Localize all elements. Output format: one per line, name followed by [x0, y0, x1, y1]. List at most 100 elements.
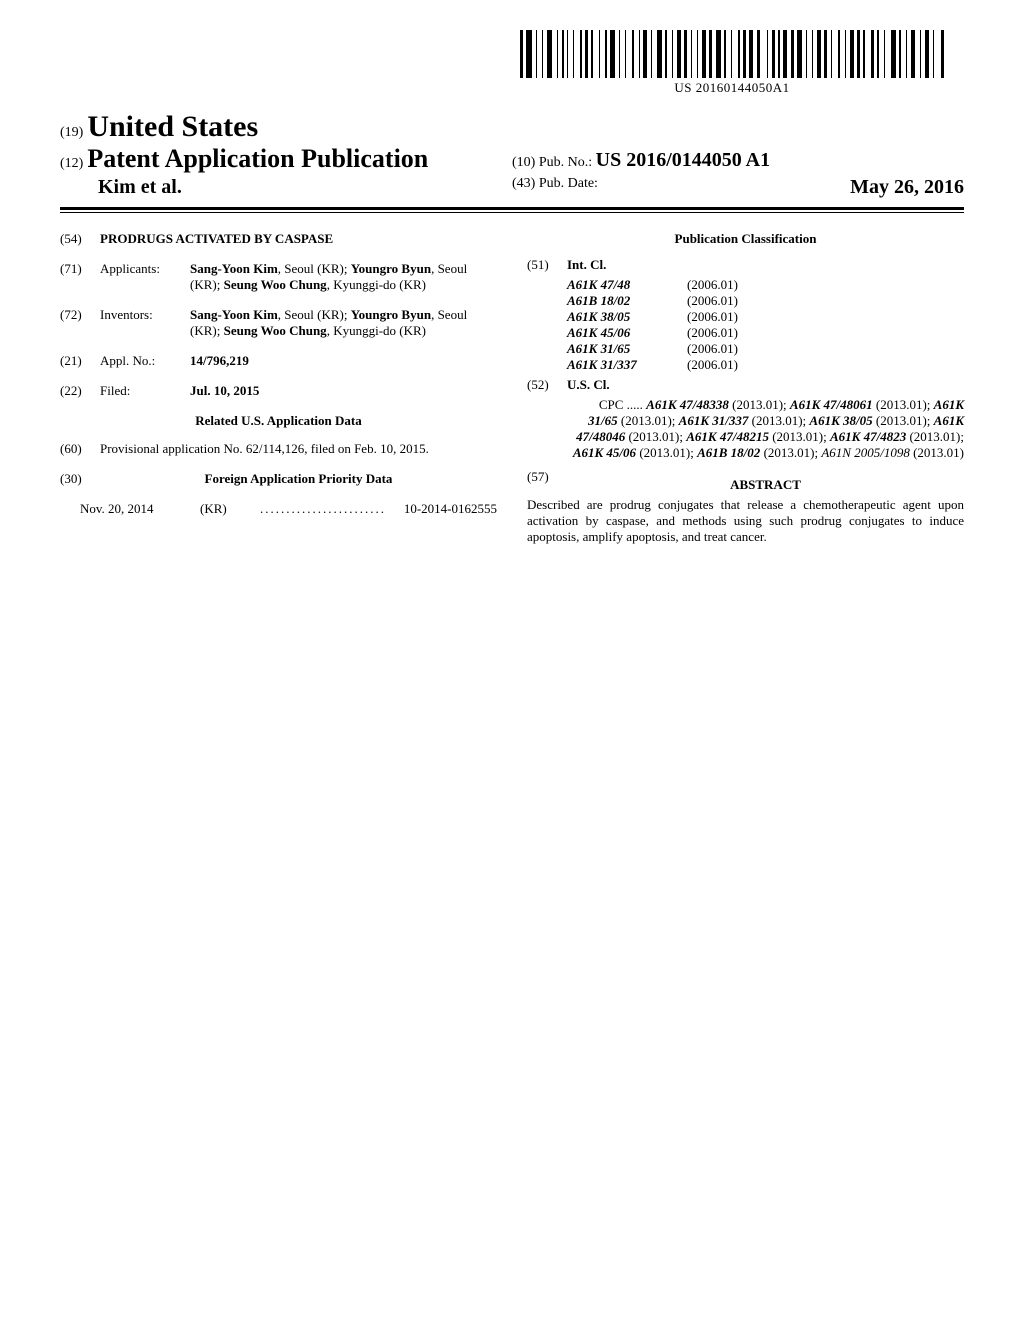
pub-no-line: (10) Pub. No.: US 2016/0144050 A1 — [512, 149, 964, 172]
pub-classification-heading: Publication Classification — [527, 231, 964, 247]
intcl-year: (2006.01) — [687, 341, 738, 357]
intcl-year: (2006.01) — [687, 293, 738, 309]
field-10-prefix: (10) — [512, 155, 535, 170]
cpc-code: A61B 18/02 — [697, 445, 760, 460]
field-71: (71) Applicants: Sang-Yoon Kim, Seoul (K… — [60, 261, 497, 293]
country-name: United States — [87, 110, 258, 143]
intcl-year: (2006.01) — [687, 277, 738, 293]
field-22-label: Filed: — [100, 383, 190, 399]
provisional-text: Provisional application No. 62/114,126, … — [100, 441, 497, 457]
cpc-code: A61K 31/337 — [679, 413, 749, 428]
field-71-label: Applicants: — [100, 261, 190, 293]
inventors-list: Sang-Yoon Kim, Seoul (KR); Youngro Byun,… — [190, 307, 497, 339]
foreign-dots: ........................ — [260, 501, 404, 517]
abstract-text: Described are prodrug conjugates that re… — [527, 497, 964, 545]
pub-date-label: Pub. Date: — [539, 176, 598, 191]
intcl-code: A61B 18/02 — [567, 293, 687, 309]
field-51: (51) Int. Cl. — [527, 257, 964, 273]
cpc-year: (2013.01); — [760, 445, 821, 460]
pub-type: Patent Application Publication — [87, 144, 428, 173]
field-72-label: Inventors: — [100, 307, 190, 339]
intcl-list: A61K 47/48(2006.01)A61B 18/02(2006.01)A6… — [567, 277, 964, 373]
header: (19) United States (12) Patent Applicati… — [60, 110, 964, 199]
cpc-code: A61K 47/48061 — [790, 397, 873, 412]
field-30: (30) Foreign Application Priority Data — [60, 471, 497, 487]
intcl-code: A61K 38/05 — [567, 309, 687, 325]
pub-no-value: US 2016/0144050 A1 — [596, 149, 770, 171]
field-43-prefix: (43) — [512, 176, 535, 191]
field-60: (60) Provisional application No. 62/114,… — [60, 441, 497, 457]
applicants-list: Sang-Yoon Kim, Seoul (KR); Youngro Byun,… — [190, 261, 497, 293]
intcl-year: (2006.01) — [687, 325, 738, 341]
cpc-code: A61K 47/4823 — [830, 429, 906, 444]
field-51-label: Int. Cl. — [567, 257, 606, 273]
cpc-code: A61K 47/48215 — [686, 429, 769, 444]
field-21: (21) Appl. No.: 14/796,219 — [60, 353, 497, 369]
cpc-year: (2013.01); — [636, 445, 697, 460]
header-left: (19) United States (12) Patent Applicati… — [60, 110, 512, 199]
cpc-year: (2013.01); — [618, 413, 679, 428]
field-54: (54) PRODRUGS ACTIVATED BY CASPASE — [60, 231, 497, 247]
appl-no: 14/796,219 — [190, 353, 497, 369]
foreign-country: (KR) — [200, 501, 260, 517]
field-19-prefix: (19) — [60, 125, 83, 140]
foreign-heading: Foreign Application Priority Data — [100, 471, 497, 487]
person-name: Sang-Yoon Kim — [190, 261, 278, 276]
cpc-code: A61K 45/06 — [573, 445, 636, 460]
cpc-year: (2013.01); — [873, 413, 934, 428]
field-72: (72) Inventors: Sang-Yoon Kim, Seoul (KR… — [60, 307, 497, 339]
person-name: Sang-Yoon Kim — [190, 307, 278, 322]
field-72-num: (72) — [60, 307, 100, 339]
invention-title: PRODRUGS ACTIVATED BY CASPASE — [100, 231, 333, 247]
field-57: (57) ABSTRACT — [527, 469, 964, 497]
cpc-year: (2013.01); — [769, 429, 830, 444]
related-us-heading: Related U.S. Application Data — [60, 413, 497, 429]
field-21-label: Appl. No.: — [100, 353, 190, 369]
person-name: Seung Woo Chung — [224, 277, 327, 292]
body-columns: (54) PRODRUGS ACTIVATED BY CASPASE (71) … — [60, 231, 964, 545]
intcl-row: A61K 31/337(2006.01) — [567, 357, 964, 373]
pub-date-line: (43) Pub. Date: May 26, 2016 — [512, 176, 964, 192]
field-52-label: U.S. Cl. — [567, 377, 610, 393]
intcl-year: (2006.01) — [687, 357, 738, 373]
person-name: Youngro Byun — [351, 261, 431, 276]
rule-thin — [60, 212, 964, 213]
cpc-code: A61N 2005/1098 — [821, 445, 909, 460]
cpc-year: (2013.01) — [910, 445, 964, 460]
left-column: (54) PRODRUGS ACTIVATED BY CASPASE (71) … — [60, 231, 497, 545]
foreign-appnum: 10-2014-0162555 — [404, 501, 497, 517]
person-location: , Seoul (KR); — [278, 307, 351, 322]
field-60-num: (60) — [60, 441, 100, 457]
intcl-code: A61K 45/06 — [567, 325, 687, 341]
barcode-block: US 20160144050A1 — [520, 30, 944, 96]
field-12-prefix: (12) — [60, 156, 83, 171]
cpc-year: (2013.01); — [729, 397, 790, 412]
right-column: Publication Classification (51) Int. Cl.… — [527, 231, 964, 545]
header-right: (10) Pub. No.: US 2016/0144050 A1 (43) P… — [512, 149, 964, 199]
cpc-code: A61K 47/48338 — [646, 397, 729, 412]
barcode — [520, 30, 944, 78]
intcl-row: A61K 47/48(2006.01) — [567, 277, 964, 293]
pub-no-label: Pub. No.: — [539, 155, 592, 170]
field-54-num: (54) — [60, 231, 100, 247]
intcl-row: A61B 18/02(2006.01) — [567, 293, 964, 309]
intcl-code: A61K 31/65 — [567, 341, 687, 357]
pub-type-line: (12) Patent Application Publication — [60, 144, 512, 174]
cpc-year: (2013.01); — [906, 429, 964, 444]
field-51-num: (51) — [527, 257, 567, 273]
field-22-num: (22) — [60, 383, 100, 399]
person-name: Seung Woo Chung — [224, 323, 327, 338]
rule-thick — [60, 207, 964, 210]
authors: Kim et al. — [98, 176, 512, 199]
intcl-code: A61K 47/48 — [567, 277, 687, 293]
intcl-row: A61K 45/06(2006.01) — [567, 325, 964, 341]
country-line: (19) United States — [60, 110, 512, 144]
cpc-block: CPC ..... A61K 47/48338 (2013.01); A61K … — [567, 397, 964, 461]
intcl-row: A61K 31/65(2006.01) — [567, 341, 964, 357]
intcl-code: A61K 31/337 — [567, 357, 687, 373]
cpc-year: (2013.01); — [873, 397, 934, 412]
field-52: (52) U.S. Cl. — [527, 377, 964, 393]
foreign-priority-row: Nov. 20, 2014 (KR) .....................… — [80, 501, 497, 517]
person-location: , Seoul (KR); — [278, 261, 351, 276]
pub-date-value: May 26, 2016 — [850, 176, 964, 199]
